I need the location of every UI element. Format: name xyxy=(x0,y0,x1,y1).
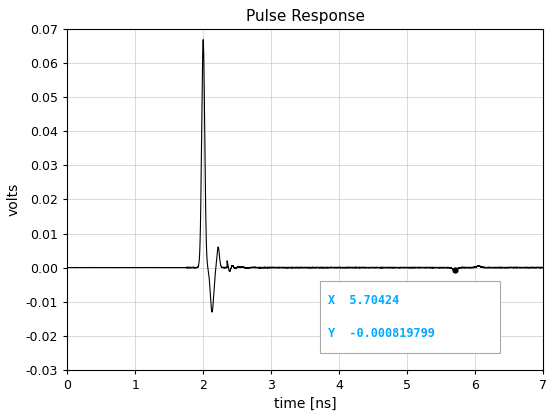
Text: Y  -0.000819799: Y -0.000819799 xyxy=(328,327,435,340)
FancyBboxPatch shape xyxy=(320,281,500,353)
Title: Pulse Response: Pulse Response xyxy=(246,9,365,24)
X-axis label: time [ns]: time [ns] xyxy=(274,397,337,411)
Y-axis label: volts: volts xyxy=(6,183,20,216)
Text: X  5.70424: X 5.70424 xyxy=(328,294,400,307)
